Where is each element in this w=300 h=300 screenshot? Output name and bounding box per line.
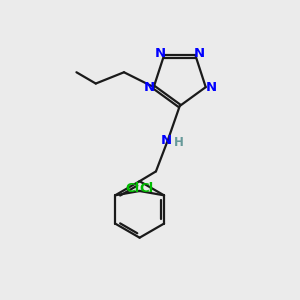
- Text: N: N: [161, 134, 172, 147]
- Text: N: N: [206, 81, 217, 94]
- Text: N: N: [154, 47, 166, 60]
- Text: Cl: Cl: [125, 182, 140, 195]
- Text: H: H: [174, 136, 184, 149]
- Text: N: N: [194, 47, 205, 60]
- Text: N: N: [144, 81, 155, 94]
- Text: Cl: Cl: [140, 182, 154, 195]
